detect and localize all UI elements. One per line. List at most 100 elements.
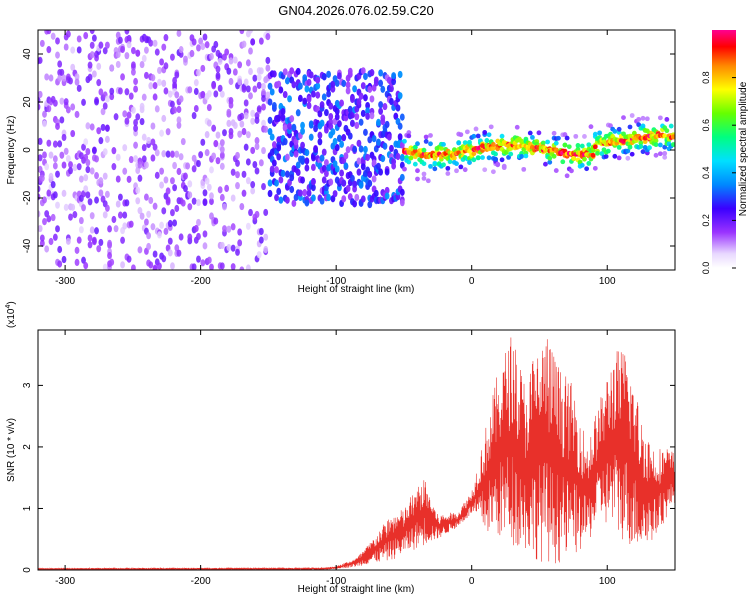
spectrogram-cell <box>152 143 158 151</box>
spectrogram-cell <box>200 64 206 73</box>
spectrogram-cell <box>365 112 371 120</box>
spectrogram-cell <box>102 263 108 270</box>
spectrogram-cell <box>38 90 43 99</box>
spectrogram-cell <box>191 38 197 46</box>
spectrogram-cell <box>315 82 321 90</box>
spectrogram-cell <box>50 32 56 40</box>
spectrogram-cell <box>159 181 165 189</box>
spectrogram-cell <box>586 142 592 148</box>
spectrogram-cell <box>274 194 279 202</box>
spectrogram-cell <box>159 58 165 66</box>
spectrogram-cell <box>356 139 362 147</box>
spectrogram-cell <box>278 86 284 94</box>
spectrogram-cell <box>55 37 60 45</box>
spectrogram-cell <box>176 105 182 114</box>
spectrogram-cell <box>38 137 43 146</box>
spectrogram-cell <box>70 203 76 211</box>
spectrogram-cell <box>176 30 182 37</box>
spectrogram-cell <box>490 145 496 151</box>
spectrogram-cell <box>144 161 149 169</box>
spectrogram-cell <box>248 47 253 55</box>
spectrogram-cell <box>89 123 95 131</box>
spectrogram-cell <box>254 116 260 124</box>
spectrogram-cell <box>204 41 210 49</box>
snr-y-tick-label: 2 <box>22 444 33 450</box>
spectrogram-cell <box>172 76 178 85</box>
spectrogram-cell <box>406 133 412 139</box>
spectrogram-cell <box>328 178 334 186</box>
spectrogram-cell <box>300 141 305 149</box>
spectrogram-cell <box>81 98 86 106</box>
spectrogram-cell <box>560 159 566 165</box>
spectrogram-cell <box>428 133 433 138</box>
spectrogram-cell <box>584 166 590 172</box>
spectrogram-cell <box>399 153 405 162</box>
spectrogram-cell <box>657 151 663 157</box>
spectrogram-cell <box>219 193 225 202</box>
spectrogram-cell <box>493 156 498 162</box>
spectrogram-cell <box>52 99 58 107</box>
spectrogram-cell <box>547 159 553 165</box>
spectrogram-cell <box>458 132 464 138</box>
spectrogram-cell <box>52 233 58 241</box>
spectrogram-cell <box>599 151 605 156</box>
spectrogram-cell <box>81 143 86 151</box>
spectrogram-cell <box>343 152 349 160</box>
spectrogram-cell <box>267 82 273 90</box>
spectrogram-cell <box>161 114 167 123</box>
spectrogram-cell <box>215 72 221 80</box>
spectrogram-cell <box>152 264 158 270</box>
spectrogram-cell <box>193 79 199 87</box>
spectrogram-cell <box>91 70 97 78</box>
spectrogram-cell <box>38 224 43 233</box>
spectrogram-cell <box>170 150 175 158</box>
spectrogram-cell <box>341 79 347 88</box>
spectrogram-cell <box>627 124 633 130</box>
spectrogram-cell <box>551 153 557 159</box>
spectrogram-cell <box>172 184 178 192</box>
spectrogram-cell <box>200 138 206 146</box>
spectrogram-cell <box>334 79 340 87</box>
spectrogram-cell <box>70 129 76 138</box>
spectrogram-cell <box>87 241 93 249</box>
spectrogram-cell <box>57 260 63 268</box>
spectrogram-cell <box>78 226 84 234</box>
spectrogram-cell <box>326 70 331 78</box>
spectrogram-cell <box>139 117 145 126</box>
spectrogram-cell <box>592 144 598 150</box>
spectrogram-cell <box>235 151 240 160</box>
spectrogram-cell <box>376 162 381 170</box>
spectrogram-cell <box>163 62 169 70</box>
spectrogram-cell <box>371 135 377 143</box>
spectrogram-cell <box>378 107 384 115</box>
spectrogram-x-tick-label: -100 <box>326 276 346 287</box>
spectrogram-cell <box>441 142 446 147</box>
spectrogram-cell <box>441 162 446 168</box>
spectrogram-cell <box>508 146 514 152</box>
spectrogram-cell <box>68 161 73 169</box>
spectrogram-cell <box>120 236 125 244</box>
spectrogram-cell <box>248 67 253 76</box>
spectrogram-cell <box>102 211 108 219</box>
spectrogram-cell <box>217 57 223 65</box>
spectrogram-cell <box>371 159 377 167</box>
spectrogram-cell <box>493 151 498 157</box>
spectrogram-cell <box>536 130 542 136</box>
spectrogram-cell <box>352 200 358 208</box>
spectrogram-cell <box>250 181 256 189</box>
spectrogram-cell <box>350 95 355 104</box>
spectrogram-cell <box>378 79 384 87</box>
spectrogram-cell <box>276 144 282 152</box>
spectrogram-cell <box>115 153 121 161</box>
snr-y-tick-label: 3 <box>22 382 33 388</box>
spectrogram-cell <box>653 138 659 144</box>
spectrogram-cell <box>141 143 147 152</box>
spectrogram-cell <box>265 64 271 72</box>
spectrogram-cell <box>200 42 206 51</box>
spectrogram-cell <box>170 53 175 61</box>
spectrogram-cell <box>245 264 251 270</box>
spectrogram-cell <box>319 154 325 162</box>
spectrogram-cell <box>467 160 472 165</box>
spectrogram-cell <box>217 186 223 194</box>
spectrogram-cell <box>215 65 221 73</box>
